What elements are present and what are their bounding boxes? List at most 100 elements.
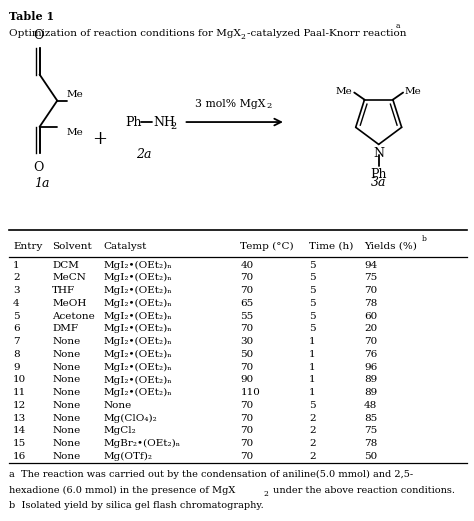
Text: MgI₂•(OEt₂)ₙ: MgI₂•(OEt₂)ₙ [103, 388, 172, 398]
Text: 70: 70 [240, 426, 254, 436]
Text: Mg(ClO₄)₂: Mg(ClO₄)₂ [103, 414, 157, 423]
Text: THF: THF [52, 286, 75, 295]
Text: 5: 5 [309, 286, 316, 295]
Text: 70: 70 [240, 363, 254, 371]
Text: 60: 60 [364, 312, 377, 320]
Text: MgBr₂•(OEt₂)ₙ: MgBr₂•(OEt₂)ₙ [103, 439, 181, 449]
Text: 1: 1 [13, 260, 20, 269]
Text: Optimization of reaction conditions for MgX: Optimization of reaction conditions for … [9, 29, 241, 38]
Text: 5: 5 [309, 299, 316, 308]
Text: Me: Me [336, 86, 352, 96]
Text: O: O [34, 29, 44, 42]
Text: 76: 76 [364, 350, 377, 359]
Text: None: None [52, 375, 80, 384]
Text: 1: 1 [309, 337, 316, 346]
Text: 3a: 3a [371, 176, 386, 189]
Text: MgI₂•(OEt₂)ₙ: MgI₂•(OEt₂)ₙ [103, 273, 172, 282]
Text: O: O [34, 161, 44, 174]
Text: Me: Me [405, 86, 422, 96]
Text: b: b [422, 235, 427, 243]
Text: 12: 12 [13, 401, 27, 410]
Text: MgI₂•(OEt₂)ₙ: MgI₂•(OEt₂)ₙ [103, 260, 172, 270]
Text: a: a [396, 22, 400, 30]
Text: 110: 110 [240, 388, 260, 397]
Text: 70: 70 [364, 286, 377, 295]
Text: 2: 2 [267, 102, 272, 110]
Text: MgI₂•(OEt₂)ₙ: MgI₂•(OEt₂)ₙ [103, 350, 172, 359]
Text: Mg(OTf)₂: Mg(OTf)₂ [103, 452, 152, 461]
Text: 6: 6 [13, 324, 20, 333]
Text: MgI₂•(OEt₂)ₙ: MgI₂•(OEt₂)ₙ [103, 363, 172, 372]
Text: DMF: DMF [52, 324, 78, 333]
Text: 5: 5 [309, 312, 316, 320]
Text: 30: 30 [240, 337, 254, 346]
Text: -catalyzed Paal-Knorr reaction: -catalyzed Paal-Knorr reaction [247, 29, 406, 38]
Text: 70: 70 [240, 273, 254, 282]
Text: Ph: Ph [126, 116, 142, 129]
Text: 50: 50 [364, 452, 377, 461]
Text: 48: 48 [364, 401, 377, 410]
Text: None: None [52, 452, 80, 461]
Text: 5: 5 [309, 401, 316, 410]
Text: 1: 1 [309, 375, 316, 384]
Text: 11: 11 [13, 388, 27, 397]
Text: 1a: 1a [34, 177, 50, 190]
Text: NH: NH [153, 116, 175, 129]
Text: 40: 40 [240, 260, 254, 269]
Text: MgI₂•(OEt₂)ₙ: MgI₂•(OEt₂)ₙ [103, 324, 172, 333]
Text: 5: 5 [309, 273, 316, 282]
Text: 9: 9 [13, 363, 20, 371]
Text: Me: Me [66, 90, 83, 99]
Text: +: + [92, 130, 108, 147]
Text: MeOH: MeOH [52, 299, 86, 308]
Text: 75: 75 [364, 426, 377, 436]
Text: Table 1: Table 1 [9, 11, 55, 22]
Text: 8: 8 [13, 350, 20, 359]
Text: MgI₂•(OEt₂)ₙ: MgI₂•(OEt₂)ₙ [103, 312, 172, 321]
Text: 89: 89 [364, 388, 377, 397]
Text: 2: 2 [309, 452, 316, 461]
Text: 13: 13 [13, 414, 27, 423]
Text: DCM: DCM [52, 260, 79, 269]
Text: 65: 65 [240, 299, 254, 308]
Text: MgI₂•(OEt₂)ₙ: MgI₂•(OEt₂)ₙ [103, 337, 172, 346]
Text: MgI₂•(OEt₂)ₙ: MgI₂•(OEt₂)ₙ [103, 286, 172, 295]
Text: 55: 55 [240, 312, 254, 320]
Text: Yields (%): Yields (%) [364, 242, 417, 251]
Text: 5: 5 [309, 324, 316, 333]
Text: 7: 7 [13, 337, 20, 346]
Text: hexadione (6.0 mmol) in the presence of MgX: hexadione (6.0 mmol) in the presence of … [9, 486, 236, 495]
Text: None: None [52, 388, 80, 397]
Text: 16: 16 [13, 452, 27, 461]
Text: 2a: 2a [137, 148, 152, 161]
Text: 70: 70 [240, 452, 254, 461]
Text: 50: 50 [240, 350, 254, 359]
Text: Temp (°C): Temp (°C) [240, 242, 294, 251]
Text: N: N [373, 147, 384, 160]
Text: Solvent: Solvent [52, 242, 92, 251]
Text: 1: 1 [309, 363, 316, 371]
Text: 14: 14 [13, 426, 27, 436]
Text: None: None [52, 439, 80, 448]
Text: 70: 70 [240, 439, 254, 448]
Text: None: None [52, 426, 80, 436]
Text: under the above reaction conditions.: under the above reaction conditions. [270, 486, 455, 494]
Text: None: None [52, 363, 80, 371]
Text: MgCl₂: MgCl₂ [103, 426, 136, 436]
Text: MeCN: MeCN [52, 273, 86, 282]
Text: 20: 20 [364, 324, 377, 333]
Text: None: None [52, 337, 80, 346]
Text: 15: 15 [13, 439, 27, 448]
Text: Catalyst: Catalyst [103, 242, 146, 251]
Text: 70: 70 [240, 324, 254, 333]
Text: MgI₂•(OEt₂)ₙ: MgI₂•(OEt₂)ₙ [103, 375, 172, 384]
Text: 2: 2 [264, 490, 268, 498]
Text: Entry: Entry [13, 242, 43, 251]
Text: Acetone: Acetone [52, 312, 95, 320]
Text: 85: 85 [364, 414, 377, 423]
Text: 1: 1 [309, 350, 316, 359]
Text: None: None [103, 401, 131, 410]
Text: Time (h): Time (h) [309, 242, 354, 251]
Text: a  The reaction was carried out by the condensation of aniline(5.0 mmol) and 2,5: a The reaction was carried out by the co… [9, 470, 414, 479]
Text: 2: 2 [171, 122, 177, 131]
